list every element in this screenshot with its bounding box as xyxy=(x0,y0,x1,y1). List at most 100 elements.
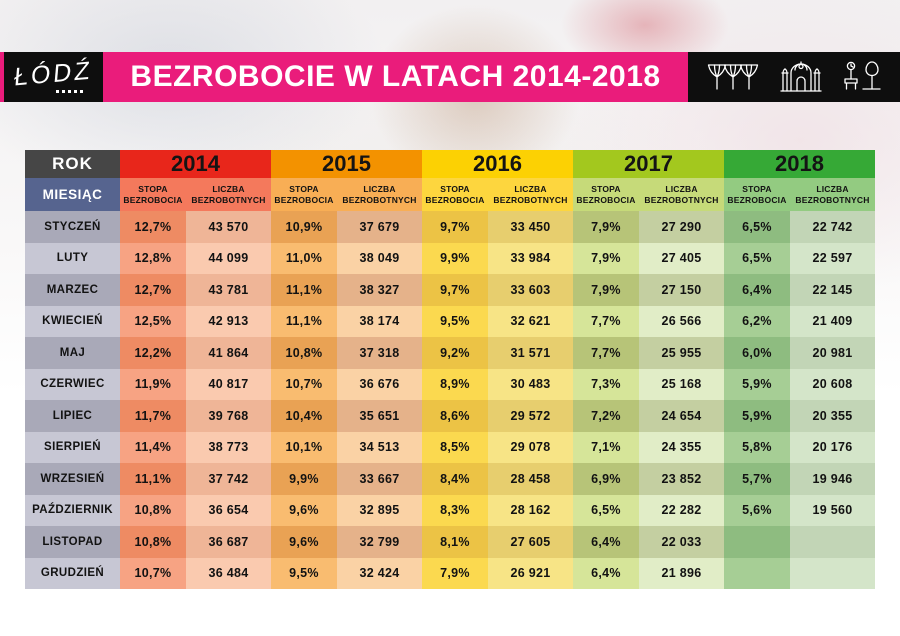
cell-liczba: 35 651 xyxy=(337,400,422,432)
cell-month: STYCZEŃ xyxy=(25,211,120,243)
cell-liczba: 23 852 xyxy=(639,463,724,495)
cell-stopa: 7,9% xyxy=(573,211,639,243)
column-header-liczba-2016: LICZBA BEZROBOTNYCH xyxy=(488,178,573,211)
year-header-2017: 2017 xyxy=(573,150,724,178)
cell-stopa: 6,5% xyxy=(573,494,639,526)
landmark-icons xyxy=(688,52,900,102)
cell-stopa: 12,5% xyxy=(120,305,186,337)
cell-stopa: 12,8% xyxy=(120,242,186,274)
cell-liczba: 30 483 xyxy=(488,368,573,400)
cell-month: CZERWIEC xyxy=(25,368,120,400)
column-header-liczba-2018: LICZBA BEZROBOTNYCH xyxy=(790,178,875,211)
cell-liczba: 37 742 xyxy=(186,463,271,495)
table-row: LIPIEC 11,7% 39 768 10,4% 35 651 8,6% 29 572 7,… xyxy=(25,400,875,432)
cell-stopa: 7,3% xyxy=(573,368,639,400)
cell-stopa: 5,8% xyxy=(724,431,790,463)
cell-stopa: 7,7% xyxy=(573,305,639,337)
column-header-liczba-2017: LICZBA BEZROBOTNYCH xyxy=(639,178,724,211)
cell-liczba: 20 176 xyxy=(790,431,875,463)
cell-stopa: 6,5% xyxy=(724,242,790,274)
cell-stopa: 5,6% xyxy=(724,494,790,526)
cell-liczba: 38 174 xyxy=(337,305,422,337)
table-row: LISTOPAD 10,8% 36 687 9,6% 32 799 8,1% 27 605 6… xyxy=(25,526,875,558)
cell-month: MARZEC xyxy=(25,274,120,306)
cell-liczba: 38 327 xyxy=(337,274,422,306)
cell-liczba xyxy=(790,526,875,558)
year-header-2016: 2016 xyxy=(422,150,573,178)
cell-stopa: 8,6% xyxy=(422,400,488,432)
cell-stopa: 8,3% xyxy=(422,494,488,526)
cell-stopa: 10,8% xyxy=(120,494,186,526)
cell-liczba: 39 768 xyxy=(186,400,271,432)
cell-stopa: 11,1% xyxy=(271,305,337,337)
cell-liczba: 24 654 xyxy=(639,400,724,432)
table-row: CZERWIEC 11,9% 40 817 10,7% 36 676 8,9% 30 483… xyxy=(25,368,875,400)
cell-stopa: 6,0% xyxy=(724,337,790,369)
cell-liczba: 27 605 xyxy=(488,526,573,558)
cell-stopa: 12,7% xyxy=(120,211,186,243)
table-row: PAŹDZIERNIK 10,8% 36 654 9,6% 32 895 8,3% 28 1… xyxy=(25,494,875,526)
cell-liczba: 19 946 xyxy=(790,463,875,495)
cell-liczba: 36 654 xyxy=(186,494,271,526)
cell-stopa: 9,2% xyxy=(422,337,488,369)
cell-liczba: 26 566 xyxy=(639,305,724,337)
cell-stopa: 10,1% xyxy=(271,431,337,463)
cell-stopa: 7,7% xyxy=(573,337,639,369)
miesiac-header: MIESIĄC xyxy=(25,178,120,211)
cell-month: PAŹDZIERNIK xyxy=(25,494,120,526)
cell-stopa: 8,5% xyxy=(422,431,488,463)
cell-liczba: 41 864 xyxy=(186,337,271,369)
cell-liczba xyxy=(790,557,875,589)
cell-stopa: 9,6% xyxy=(271,526,337,558)
cell-liczba: 20 608 xyxy=(790,368,875,400)
cell-liczba: 22 145 xyxy=(790,274,875,306)
cell-stopa: 10,8% xyxy=(271,337,337,369)
cell-liczba: 27 150 xyxy=(639,274,724,306)
cell-liczba: 33 667 xyxy=(337,463,422,495)
cell-month: GRUDZIEŃ xyxy=(25,557,120,589)
cell-stopa: 7,2% xyxy=(573,400,639,432)
station-icon xyxy=(707,64,759,90)
cell-liczba: 38 049 xyxy=(337,242,422,274)
cell-stopa: 6,4% xyxy=(724,274,790,306)
table-row: MAJ 12,2% 41 864 10,8% 37 318 9,2% 31 571 7,7% 2… xyxy=(25,337,875,369)
cell-liczba: 29 078 xyxy=(488,431,573,463)
year-header-2014: 2014 xyxy=(120,150,271,178)
cell-month: WRZESIEŃ xyxy=(25,463,120,495)
cell-stopa: 6,4% xyxy=(573,557,639,589)
lodz-logo-text: ŁÓDŹ xyxy=(13,55,94,92)
table-row: GRUDZIEŃ 10,7% 36 484 9,5% 32 424 7,9% 26 921 6… xyxy=(25,557,875,589)
cell-liczba: 22 742 xyxy=(790,211,875,243)
table-row: KWIECIEŃ 12,5% 42 913 11,1% 38 174 9,5% 32 621… xyxy=(25,305,875,337)
cell-liczba: 27 405 xyxy=(639,242,724,274)
cell-stopa: 6,5% xyxy=(724,211,790,243)
cell-liczba: 24 355 xyxy=(639,431,724,463)
cell-stopa: 6,4% xyxy=(573,526,639,558)
column-header-liczba-2015: LICZBA BEZROBOTNYCH xyxy=(337,178,422,211)
cell-stopa: 9,5% xyxy=(422,305,488,337)
cell-liczba: 42 913 xyxy=(186,305,271,337)
cell-liczba: 33 984 xyxy=(488,242,573,274)
cell-liczba: 43 781 xyxy=(186,274,271,306)
cell-liczba: 33 450 xyxy=(488,211,573,243)
unemployment-table: ROK 2014 2015 2016 2017 2018 MIESIĄC STO… xyxy=(25,150,875,589)
cell-stopa: 9,6% xyxy=(271,494,337,526)
cell-liczba: 32 621 xyxy=(488,305,573,337)
cell-stopa: 10,4% xyxy=(271,400,337,432)
cell-stopa: 6,9% xyxy=(573,463,639,495)
cell-liczba: 37 318 xyxy=(337,337,422,369)
cell-stopa: 8,1% xyxy=(422,526,488,558)
column-header-stopa-2017: STOPA BEZROBOCIA xyxy=(573,178,639,211)
cell-liczba: 29 572 xyxy=(488,400,573,432)
cell-stopa: 5,7% xyxy=(724,463,790,495)
page-title: BEZROBOCIE W LATACH 2014-2018 xyxy=(130,60,661,93)
cell-liczba: 36 676 xyxy=(337,368,422,400)
cell-stopa: 11,7% xyxy=(120,400,186,432)
cell-stopa: 9,7% xyxy=(422,211,488,243)
cell-stopa: 9,9% xyxy=(422,242,488,274)
cell-stopa: 12,7% xyxy=(120,274,186,306)
cell-liczba: 32 895 xyxy=(337,494,422,526)
logo-subtext xyxy=(55,89,86,93)
cell-liczba: 37 679 xyxy=(337,211,422,243)
cell-liczba: 20 355 xyxy=(790,400,875,432)
